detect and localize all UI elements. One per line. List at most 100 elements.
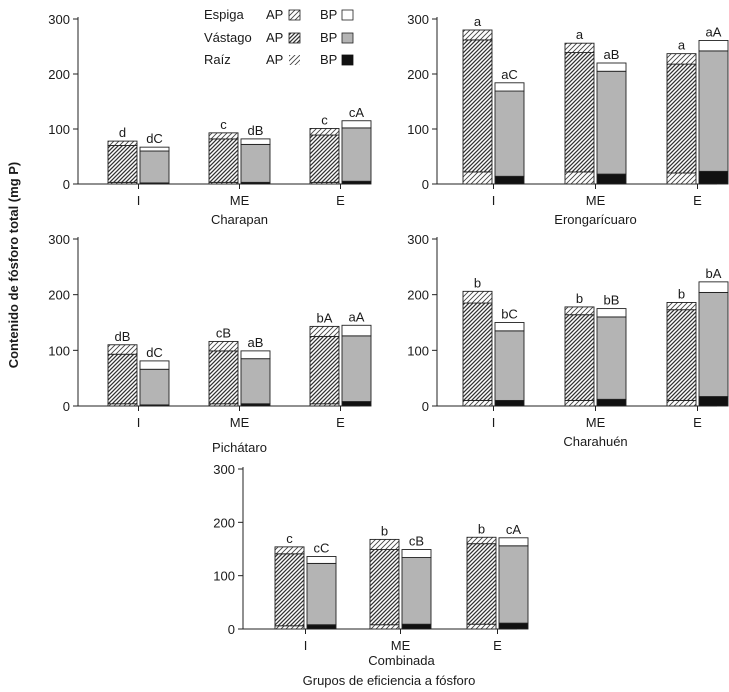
y-tick-label: 0	[63, 399, 70, 414]
bar-E-AP: b	[666, 286, 697, 407]
bar-segment-espiga	[698, 281, 729, 293]
bar-ME-BP: aB	[240, 335, 271, 407]
bar-I-BP: bC	[494, 307, 525, 407]
bar-segment-espiga	[666, 53, 697, 65]
x-tick-label: ME	[586, 415, 606, 430]
bar-segment-vastago	[309, 335, 340, 405]
bar-segment-espiga	[666, 302, 697, 311]
y-tick-label: 300	[48, 232, 70, 247]
bar-segment-espiga	[208, 132, 239, 140]
bar-segment-espiga	[341, 324, 372, 337]
chart-panel-3: 0 100 200 300 I ME EdB dC cB aB bA aA Pichátaro	[48, 232, 372, 455]
y-tick-label: 0	[422, 177, 429, 192]
bar-ME-BP: aB	[596, 47, 627, 185]
y-axis-title: Contenido de fósforo total (mg P)	[6, 161, 21, 369]
bar-I-BP: cC	[306, 540, 337, 630]
x-tick-label: E	[493, 638, 502, 653]
bar-segment-vastago	[369, 549, 400, 626]
legend-vastago-ap: AP	[266, 30, 283, 45]
bar-segment-vastago	[466, 543, 497, 625]
bar-segment-vastago	[309, 134, 340, 183]
bar-data-label: a	[678, 38, 686, 53]
bar-E-AP: bA	[309, 310, 340, 407]
bar-segment-vastago	[564, 52, 595, 173]
y-tick-label: 200	[213, 515, 235, 530]
x-tick-label: E	[336, 193, 345, 208]
bar-data-label: a	[576, 27, 584, 42]
y-tick-label: 0	[63, 177, 70, 192]
y-tick-label: 300	[407, 12, 429, 27]
x-tick-label: ME	[586, 193, 606, 208]
x-tick-label: E	[693, 193, 702, 208]
bar-E-BP: bA	[698, 266, 729, 407]
bar-segment-vastago	[139, 368, 170, 406]
bar-segment-espiga	[494, 82, 525, 92]
x-tick-label: ME	[230, 193, 250, 208]
bar-I-BP: dC	[139, 345, 170, 407]
bar-data-label: bA	[317, 310, 333, 325]
bar-E-BP: aA	[341, 309, 372, 407]
bar-data-label: aA	[349, 309, 365, 324]
bar-segment-espiga	[208, 340, 239, 352]
bar-segment-raiz	[466, 623, 497, 630]
bar-E-AP: c	[309, 112, 340, 185]
bar-data-label: cA	[349, 105, 365, 120]
bar-segment-raiz	[498, 622, 529, 630]
bar-segment-raiz	[494, 175, 525, 185]
bar-ME-BP: dB	[240, 123, 271, 185]
bar-data-label: dC	[146, 131, 163, 146]
bar-data-label: bB	[604, 293, 620, 308]
chart-panel-5: 0 100 200 300 I ME Ec cC b cB b cA Combinada	[213, 462, 529, 668]
bar-segment-vastago	[208, 350, 239, 405]
bar-segment-espiga	[401, 549, 432, 558]
bar-ME-BP: bB	[596, 293, 627, 407]
bar-segment-raiz	[274, 625, 305, 630]
legend-raiz-ap-swatch	[289, 55, 300, 65]
y-tick-label: 300	[407, 232, 429, 247]
bar-segment-raiz	[564, 171, 595, 185]
bar-segment-vastago	[208, 138, 239, 183]
bar-segment-vastago	[666, 309, 697, 401]
bar-data-label: bA	[706, 266, 722, 281]
bar-segment-espiga	[466, 536, 497, 545]
bar-segment-espiga	[309, 325, 340, 337]
y-tick-label: 0	[422, 399, 429, 414]
legend-vastago-ap-swatch	[288, 32, 301, 44]
y-tick-label: 100	[48, 343, 70, 358]
bar-I-AP: c	[274, 531, 305, 630]
bar-segment-vastago	[698, 291, 729, 397]
bar-segment-raiz	[462, 399, 493, 407]
bar-data-label: b	[478, 521, 485, 536]
bar-data-label: b	[474, 275, 481, 290]
x-tick-label: I	[137, 415, 141, 430]
bar-data-label: b	[381, 523, 388, 538]
bar-E-BP: aA	[698, 24, 729, 185]
bar-data-label: b	[576, 291, 583, 306]
bar-segment-espiga	[139, 146, 170, 152]
bar-segment-raiz	[306, 624, 337, 630]
bar-ME-AP: b	[369, 523, 400, 630]
x-axis-title: Grupos de eficiencia a fósforo	[302, 673, 476, 688]
bar-segment-espiga	[139, 360, 170, 370]
bar-data-label: a	[474, 14, 482, 29]
x-tick-label: ME	[230, 415, 250, 430]
legend-espiga-ap: AP	[266, 7, 283, 22]
x-tick-label: I	[304, 638, 308, 653]
bar-segment-vastago	[564, 314, 595, 401]
bar-segment-raiz	[596, 398, 627, 407]
bar-segment-raiz	[564, 399, 595, 407]
bar-data-label: cB	[409, 534, 424, 549]
bar-data-label: cC	[314, 540, 330, 555]
bar-segment-espiga	[240, 350, 271, 360]
y-tick-label: 200	[48, 288, 70, 303]
bar-segment-vastago	[274, 553, 305, 627]
legend-vastago-label: Vástago	[204, 30, 252, 45]
bar-segment-raiz	[369, 624, 400, 630]
bar-segment-vastago	[596, 70, 627, 175]
panel-title: Combinada	[368, 653, 435, 668]
chart-panel-4: 0 100 200 300 I ME Eb bC b bB b bA Charahuén	[407, 232, 729, 449]
legend: Espiga AP BP Vástago AP BP Raíz AP BP	[204, 7, 354, 67]
chart-panel-1: 0 100 200 300 I ME Ed dC c dB c cA Charapan	[48, 12, 372, 227]
bar-segment-vastago	[494, 90, 525, 177]
